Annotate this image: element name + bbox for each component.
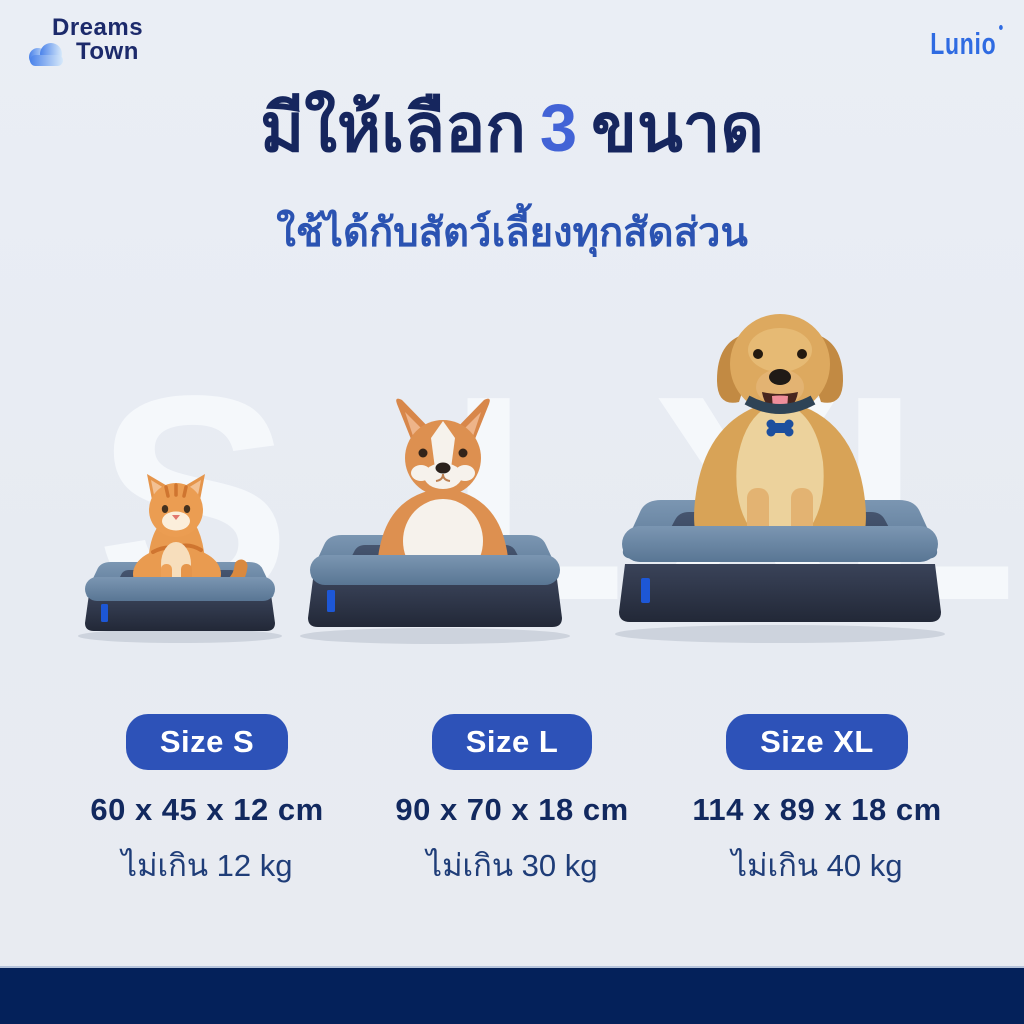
title-part1: มีให้เลือก [260,91,526,166]
page-subtitle: ใช้ได้กับสัตว์เลี้ยงทุกสัดส่วน [276,211,748,255]
cat-muzzle [162,511,190,531]
max-weight-l: ไม่เกิน 30 kg [426,848,598,883]
cat-eye [183,505,191,513]
dog-bone-tag [766,419,794,437]
corgi-eye [418,448,428,458]
corgi-mouth [435,473,451,482]
dog-eye [753,349,763,359]
size-badge-s: Size S [125,714,289,770]
size-badge-xl: Size XL [726,714,908,770]
bed-shadow [300,628,570,644]
scene-size-l [300,398,570,644]
footer-divider [0,966,1024,968]
scene-size-s [78,474,282,643]
bed-brand-tag [327,590,335,612]
dreamstown-line1: Dreams [52,14,144,41]
size-column-s: Size S 60 x 45 x 12 cm ไม่เกิน 12 kg [42,714,372,890]
bed-base [85,594,275,631]
size-column-l: Size L 90 x 70 x 18 cm ไม่เกิน 30 kg [347,714,677,890]
title-count: 3 [539,91,578,166]
footer-band [0,966,1024,1024]
bed-brand-tag [101,604,108,622]
scene-size-xl [615,314,945,643]
dreamstown-logo: Dreams Town [26,16,143,66]
cat-head [147,474,205,537]
dreamstown-line2: Town [76,38,139,65]
bed-base [619,564,941,622]
dreamstown-wordmark: Dreams Town [26,16,143,64]
dimensions-l: 90 x 70 x 18 cm [395,792,629,827]
size-badge-l: Size L [431,714,593,770]
bed-front-bolster [85,577,275,601]
max-weight-xl: ไม่เกิน 40 kg [731,848,903,883]
bed-shadow [78,629,282,643]
cat-eye [161,505,169,513]
lunio-logo-dot [998,25,1003,30]
title-part2: ขนาด [591,91,764,166]
cat-nose [172,515,180,520]
bed-base [308,579,562,627]
bed-front-bolster [310,555,560,585]
max-weight-s: ไม่เกิน 12 kg [121,848,293,883]
corgi-blaze [431,421,455,476]
corgi-eye [458,448,468,458]
size-column-xl: Size XL 114 x 89 x 18 cm ไม่เกิน 40 kg [652,714,982,890]
cat-inner-ear [188,480,201,495]
dimensions-xl: 114 x 89 x 18 cm [692,792,942,827]
cat-head-stripes [164,483,188,498]
dog-eye [797,349,807,359]
dog-forehead [748,328,812,372]
page-title: มีให้เลือก 3 ขนาด [0,92,1024,166]
dimensions-s: 60 x 45 x 12 cm [90,792,324,827]
lunio-logo: Lunio [929,25,1003,62]
bed-brand-tag [641,578,650,603]
dreamstown-cloud-icon [29,43,63,66]
golden-retriever-illustration [694,314,866,554]
bed-shadow [615,625,945,643]
dog-collar [744,395,816,414]
lunio-wordmark: Lunio [929,26,996,61]
bed-front-bolster [622,526,938,562]
dog-nose [769,369,791,385]
corgi-nose [435,462,451,474]
cat-inner-ear [151,480,164,495]
